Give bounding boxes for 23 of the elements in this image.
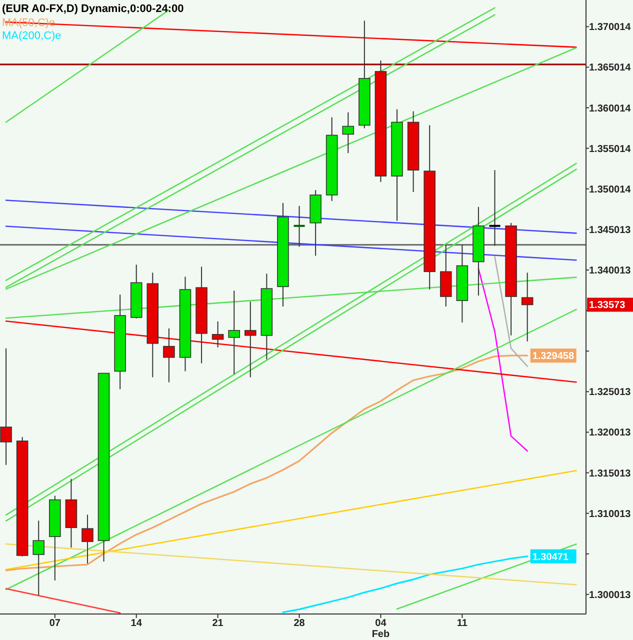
text: MA(200,C)e (2, 30, 62, 42)
text: 1.33573 (589, 300, 626, 312)
data-label: 1.329458 (532, 351, 574, 362)
y-tick-label: 1.355014 (589, 144, 632, 155)
chart-title: (EUR A0-FX,D) Dynamic,0:00-24:00 (2, 3, 184, 15)
x-tick-label: 04 Feb (372, 618, 390, 640)
x-tick-label: 14 (130, 618, 142, 629)
y-tick-label: 1.315013 (589, 468, 632, 480)
y-tick-label: 1.320013 (589, 428, 632, 439)
y-tick-label: 1.325013 (589, 387, 632, 398)
x-tick-label: 11 (456, 618, 468, 629)
y-tick-label: 1.370014 (589, 22, 632, 34)
x-tick-label: 21 (212, 618, 224, 629)
y-tick-label: 1.310013 (589, 508, 632, 520)
y-tick-label: 1.365014 (589, 62, 632, 74)
y-tick-label: 1.350014 (589, 184, 632, 196)
data-label: 1.30471 (532, 552, 569, 563)
y-tick-label: 1.340013 (589, 265, 632, 276)
x-tick-label: 07 (49, 618, 61, 629)
y-tick-label: 1.360014 (589, 103, 632, 114)
y-tick-label: 1.345013 (589, 224, 632, 236)
y-tick-label: 1.300013 (589, 590, 632, 601)
x-tick-label: 28 (294, 618, 306, 629)
